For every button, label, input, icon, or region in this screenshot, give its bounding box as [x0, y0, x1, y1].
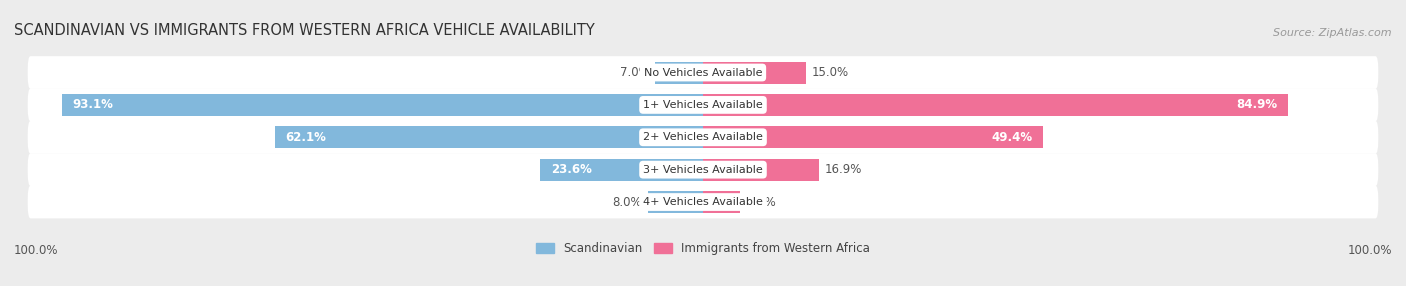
- Bar: [648, 191, 703, 213]
- FancyBboxPatch shape: [28, 89, 1378, 121]
- Text: 23.6%: 23.6%: [551, 163, 592, 176]
- Bar: [703, 94, 1288, 116]
- Bar: [703, 61, 807, 84]
- Text: Source: ZipAtlas.com: Source: ZipAtlas.com: [1274, 28, 1392, 38]
- Text: 2+ Vehicles Available: 2+ Vehicles Available: [643, 132, 763, 142]
- Bar: [655, 61, 703, 84]
- Bar: [540, 159, 703, 181]
- Text: 93.1%: 93.1%: [72, 98, 112, 112]
- Text: 16.9%: 16.9%: [825, 163, 862, 176]
- Legend: Scandinavian, Immigrants from Western Africa: Scandinavian, Immigrants from Western Af…: [536, 242, 870, 255]
- FancyBboxPatch shape: [28, 186, 1378, 219]
- Text: 15.0%: 15.0%: [811, 66, 849, 79]
- Bar: [703, 159, 820, 181]
- Text: 100.0%: 100.0%: [14, 244, 59, 257]
- Text: No Vehicles Available: No Vehicles Available: [644, 67, 762, 78]
- FancyBboxPatch shape: [28, 56, 1378, 89]
- Text: 84.9%: 84.9%: [1236, 98, 1278, 112]
- FancyBboxPatch shape: [28, 121, 1378, 154]
- Text: 4+ Vehicles Available: 4+ Vehicles Available: [643, 197, 763, 207]
- Bar: [62, 94, 703, 116]
- Bar: [276, 126, 703, 148]
- Text: 62.1%: 62.1%: [285, 131, 326, 144]
- Text: 100.0%: 100.0%: [1347, 244, 1392, 257]
- Text: 7.0%: 7.0%: [620, 66, 650, 79]
- Text: 8.0%: 8.0%: [613, 196, 643, 208]
- Text: 1+ Vehicles Available: 1+ Vehicles Available: [643, 100, 763, 110]
- Text: 5.4%: 5.4%: [745, 196, 776, 208]
- Text: 49.4%: 49.4%: [991, 131, 1033, 144]
- FancyBboxPatch shape: [28, 153, 1378, 186]
- Bar: [703, 126, 1043, 148]
- Text: SCANDINAVIAN VS IMMIGRANTS FROM WESTERN AFRICA VEHICLE AVAILABILITY: SCANDINAVIAN VS IMMIGRANTS FROM WESTERN …: [14, 23, 595, 38]
- Bar: [703, 191, 740, 213]
- Text: 3+ Vehicles Available: 3+ Vehicles Available: [643, 165, 763, 175]
